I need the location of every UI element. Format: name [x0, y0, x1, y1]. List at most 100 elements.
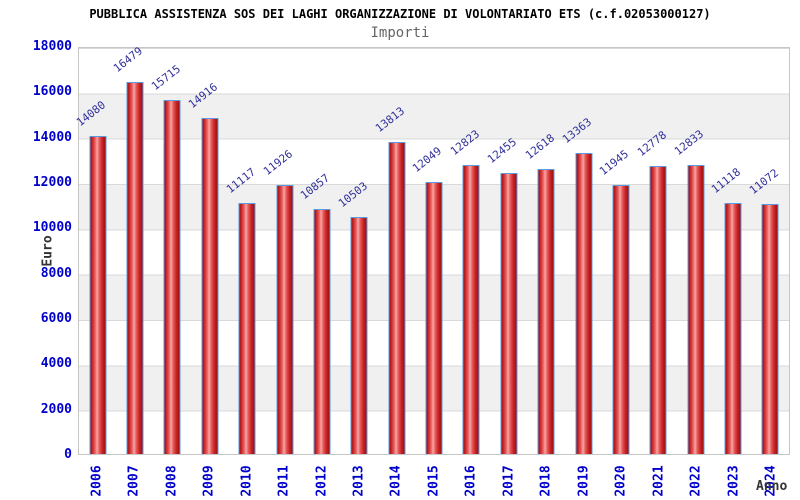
bar-2013: [350, 217, 368, 454]
x-tick-2018: 2018: [528, 461, 565, 500]
x-tick-label: 2021: [651, 465, 667, 497]
bar-slot-2009: 14916: [186, 48, 228, 454]
bar-slot-2016: 12823: [448, 48, 490, 454]
y-tick-label: 8000: [40, 265, 72, 281]
x-tick-label: 2019: [576, 465, 592, 497]
bar-value-label: 12823: [447, 127, 482, 158]
x-axis-label: Anno: [756, 479, 788, 494]
bar-slot-2008: 15715: [149, 48, 191, 454]
bar-2014: [388, 142, 406, 454]
x-tick-2023: 2023: [715, 461, 752, 500]
bar-2020: [612, 184, 630, 454]
x-axis-ticks: 2006 2007 2008 2009 2010 2011 2012 2013 2014 2015…: [78, 461, 790, 500]
x-tick-label: 2012: [314, 465, 330, 497]
bar-slot-2022: 12833: [672, 48, 714, 454]
y-tick-label: 10000: [32, 220, 72, 236]
bar-value-label: 12455: [485, 135, 520, 167]
y-tick-label: 6000: [40, 311, 72, 326]
x-tick-label: 2007: [126, 465, 142, 497]
y-tick-label: 12000: [32, 175, 72, 190]
bar-slot-2006: 14080: [74, 48, 116, 454]
bar-value-label: 11117: [223, 165, 258, 197]
y-tick-label: 4000: [40, 356, 72, 372]
bar-2010: [238, 203, 256, 454]
x-tick-2017: 2017: [490, 461, 527, 500]
x-tick-label: 2013: [351, 465, 367, 497]
bar-2012: [313, 209, 331, 454]
bar-slot-2013: 10503: [336, 48, 378, 454]
y-tick-label: 18000: [32, 39, 72, 54]
y-tick-label: 16000: [32, 84, 72, 100]
x-tick-label: 2009: [201, 465, 217, 497]
bar-2006: [89, 136, 107, 454]
x-tick-2019: 2019: [565, 461, 602, 500]
bar-value-label: 13363: [559, 114, 594, 146]
x-tick-2012: 2012: [303, 461, 340, 500]
bar-slot-2024: 11072: [747, 48, 789, 454]
x-tick-2022: 2022: [678, 461, 715, 500]
chart-title: PUBBLICA ASSISTENZA SOS DEI LAGHI ORGANI…: [89, 7, 711, 21]
y-tick-label: 14000: [32, 129, 72, 145]
x-tick-2016: 2016: [453, 461, 490, 500]
bar-2023: [724, 203, 742, 454]
x-tick-2010: 2010: [228, 461, 265, 500]
bar-slot-2020: 11945: [597, 48, 639, 454]
bar-2024: [761, 204, 779, 454]
bar-value-label: 11945: [597, 146, 632, 178]
bar-slot-2011: 11926: [261, 48, 303, 454]
x-tick-2006: 2006: [78, 461, 115, 500]
x-tick-label: 2018: [538, 465, 554, 497]
bar-value-label: 14080: [73, 98, 109, 130]
bar-2016: [462, 164, 480, 454]
bar-2021: [649, 165, 667, 454]
x-tick-label: 2023: [726, 465, 742, 497]
plot-area: 14080 16479 15715 14916 11117 11926 10857 10503…: [74, 44, 790, 455]
bar-slot-2019: 13363: [560, 48, 602, 454]
bar-value-label: 16479: [111, 44, 146, 76]
bar-slot-2021: 12778: [635, 48, 677, 454]
bar-2017: [500, 173, 518, 454]
bar-value-label: 12833: [671, 126, 707, 158]
bar-2019: [575, 152, 593, 454]
y-tick-label: 0: [64, 447, 72, 462]
bar-slot-2010: 11117: [223, 48, 266, 454]
bar-2015: [425, 182, 443, 454]
bar-2009: [201, 117, 219, 454]
bar-slot-2018: 12618: [522, 48, 565, 454]
x-tick-2013: 2013: [340, 461, 377, 500]
y-tick-label: 2000: [40, 401, 72, 417]
x-tick-2011: 2011: [265, 461, 302, 500]
bar-slot-2017: 12455: [485, 48, 527, 454]
x-tick-label: 2015: [426, 465, 442, 497]
bar-value-label: 12618: [522, 131, 557, 163]
bar-value-label: 11072: [746, 166, 781, 198]
bar-slot-2014: 13813: [373, 48, 415, 454]
bar-2007: [126, 82, 144, 454]
x-tick-label: 2014: [388, 465, 404, 497]
bar-slot-2012: 10857: [298, 48, 340, 454]
bar-slot-2015: 12049: [410, 48, 452, 454]
bar-2008: [163, 99, 181, 454]
bar-value-label: 12049: [410, 144, 445, 176]
bar-2022: [687, 164, 705, 454]
bar-value-label: 11926: [260, 147, 295, 179]
x-tick-2008: 2008: [153, 461, 190, 500]
bar-slot-2023: 11118: [709, 48, 751, 454]
chart-subtitle: Importi: [370, 25, 430, 41]
x-tick-2020: 2020: [603, 461, 640, 500]
bar-value-label: 10857: [298, 171, 333, 203]
y-axis-label: Euro: [40, 235, 56, 267]
x-tick-label: 2016: [463, 465, 479, 497]
x-tick-2009: 2009: [190, 461, 227, 500]
x-tick-2007: 2007: [115, 461, 152, 500]
x-tick-label: 2020: [613, 465, 629, 497]
bar-value-label: 11118: [709, 165, 744, 197]
x-tick-label: 2006: [89, 465, 105, 497]
bar-value-label: 15715: [148, 61, 183, 93]
x-tick-2014: 2014: [378, 461, 415, 500]
x-tick-label: 2011: [276, 465, 292, 497]
bar-value-label: 12778: [634, 128, 669, 159]
x-tick-label: 2008: [164, 465, 180, 497]
bar-2011: [276, 185, 294, 454]
